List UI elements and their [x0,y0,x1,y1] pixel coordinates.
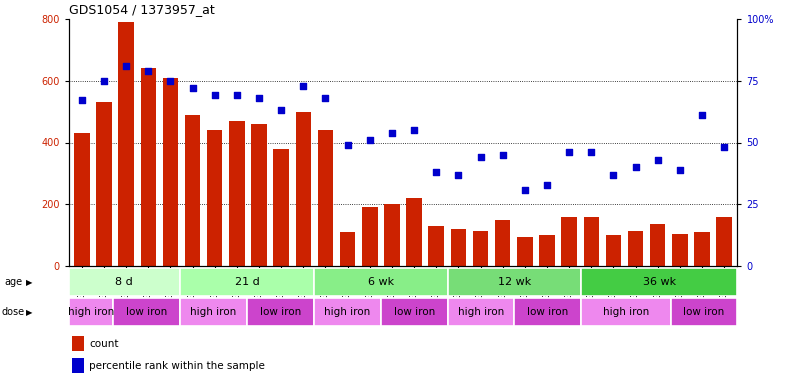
Bar [185,115,201,266]
Bar [140,68,156,266]
Point [319,95,332,101]
Text: high iron: high iron [68,307,114,317]
Text: GDS1054 / 1373957_at: GDS1054 / 1373957_at [69,3,214,16]
Point [541,182,554,188]
Bar [539,236,555,266]
Point [696,112,708,118]
Bar [514,298,581,326]
Text: high iron: high iron [603,307,649,317]
Point [674,167,687,173]
Bar [495,220,510,266]
Point [474,154,487,160]
Point [142,68,155,74]
Text: high iron: high iron [324,307,371,317]
Point [297,82,310,88]
Point [119,63,132,69]
Text: high iron: high iron [190,307,237,317]
Bar [251,124,267,266]
Text: 12 wk: 12 wk [498,277,531,287]
Text: dose: dose [2,307,25,317]
Bar [384,204,400,266]
Bar [314,268,447,296]
Bar [694,232,710,266]
Bar [380,298,447,326]
Point [496,152,509,158]
Bar [296,112,311,266]
Bar [180,298,247,326]
Point [408,127,421,133]
Bar [314,298,380,326]
Text: 6 wk: 6 wk [368,277,394,287]
Bar [406,198,422,266]
Point [341,142,354,148]
Bar [605,236,621,266]
Text: low iron: low iron [393,307,434,317]
Text: percentile rank within the sample: percentile rank within the sample [89,360,265,370]
Bar [447,268,581,296]
Text: low iron: low iron [683,307,725,317]
Text: 36 wk: 36 wk [643,277,676,287]
Text: count: count [89,339,118,349]
Bar [717,217,732,266]
Bar [72,336,84,351]
Point [651,157,664,163]
Bar [581,268,737,296]
Bar [362,207,377,266]
Text: high iron: high iron [458,307,505,317]
Point [231,93,243,99]
Bar [69,298,113,326]
Text: 8 d: 8 d [115,277,133,287]
Bar [447,298,514,326]
Text: ▶: ▶ [26,308,32,316]
Point [607,172,620,178]
Bar [247,298,314,326]
Bar [584,217,599,266]
Point [252,95,265,101]
Bar [517,237,533,266]
Point [186,85,199,91]
Bar [672,234,688,266]
Bar [562,217,577,266]
Point [208,93,221,99]
Bar [74,133,89,266]
Point [364,137,376,143]
Text: 21 d: 21 d [235,277,260,287]
Bar [118,22,134,266]
Point [275,107,288,113]
Point [75,98,88,104]
Point [563,149,575,155]
Text: ▶: ▶ [26,278,32,286]
Point [452,172,465,178]
Bar [340,232,355,266]
Bar [229,121,244,266]
Point [430,169,442,175]
Text: low iron: low iron [260,307,301,317]
Bar [318,130,333,266]
Bar [429,226,444,266]
Point [98,78,110,84]
Bar [473,231,488,266]
Bar [671,298,737,326]
Text: low iron: low iron [527,307,568,317]
Bar [180,268,314,296]
Point [518,186,531,192]
Bar [650,225,666,266]
Point [164,78,177,84]
Point [385,130,398,136]
Point [585,149,598,155]
Bar [163,78,178,266]
Bar [451,229,466,266]
Bar [113,298,180,326]
Point [629,164,642,170]
Bar [72,358,84,373]
Bar [69,268,180,296]
Text: low iron: low iron [126,307,167,317]
Bar [581,298,671,326]
Bar [96,102,112,266]
Point [718,144,731,150]
Bar [628,231,643,266]
Bar [273,149,289,266]
Bar [207,130,222,266]
Text: age: age [4,277,22,287]
